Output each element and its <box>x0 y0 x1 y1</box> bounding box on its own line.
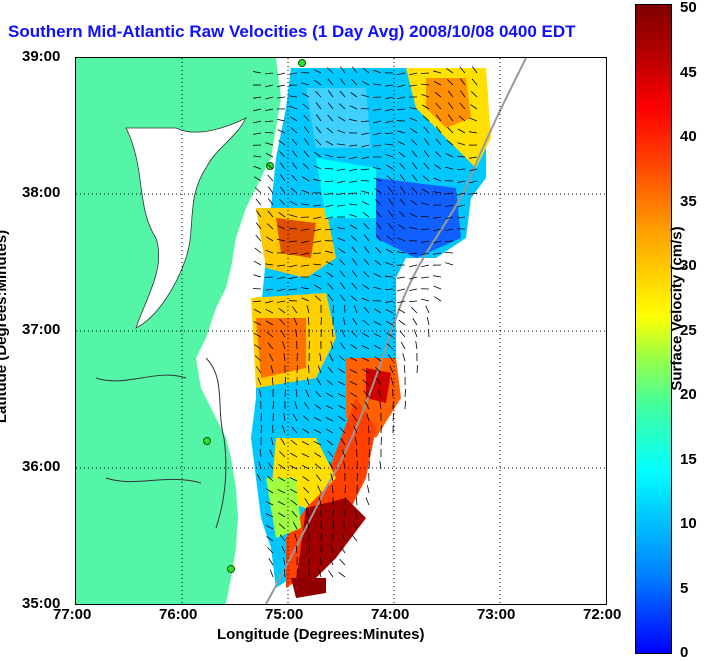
x-tick-label: 77:00 <box>53 606 91 623</box>
velocity-arrow <box>367 485 369 493</box>
velocity-arrow <box>426 306 429 313</box>
velocity-arrow <box>400 331 405 337</box>
velocity-arrow <box>409 289 417 291</box>
velocity-arrow <box>409 301 417 302</box>
velocity-arrow <box>253 275 261 277</box>
velocity-arrow <box>254 261 261 265</box>
velocity-arrow <box>268 175 273 181</box>
velocity-arrow <box>356 497 357 505</box>
velocity-arrow <box>321 317 322 325</box>
colorbar <box>635 4 672 654</box>
velocity-arrow <box>340 559 345 565</box>
velocity-arrow <box>255 248 261 253</box>
velocity-arrow <box>445 252 453 253</box>
map-canvas <box>76 58 606 604</box>
velocity-arrow <box>401 342 405 349</box>
velocity-arrow <box>433 276 441 277</box>
velocity-arrow <box>352 535 357 541</box>
map-plot-area <box>75 57 607 605</box>
velocity-arrow <box>366 498 369 505</box>
velocity-arrow <box>321 329 322 337</box>
colorbar-tick: 40 <box>680 128 697 145</box>
velocity-arrow <box>405 389 406 397</box>
colorbar-tick: 5 <box>680 580 688 597</box>
velocity-arrow <box>339 572 345 577</box>
colorbar-tick: 15 <box>680 451 697 468</box>
x-tick-label: 75:00 <box>265 606 303 623</box>
velocity-arrow <box>381 425 382 433</box>
velocity-arrow <box>434 297 441 301</box>
velocity-arrow <box>277 73 285 75</box>
colorbar-tick: 35 <box>680 193 697 210</box>
colorbar-tick: 45 <box>680 64 697 81</box>
velocity-arrow <box>409 265 417 267</box>
station-marker <box>299 60 306 67</box>
velocity-arrow <box>270 569 273 577</box>
velocity-arrow <box>253 288 261 289</box>
velocity-arrow <box>416 341 417 349</box>
y-tick-label: 37:00 <box>22 321 60 338</box>
x-tick-label: 73:00 <box>477 606 515 623</box>
velocity-arrow <box>399 320 405 325</box>
velocity-arrow <box>397 277 405 278</box>
velocity-arrow <box>255 188 261 193</box>
station-marker <box>204 438 211 445</box>
x-tick-label: 72:00 <box>583 606 621 623</box>
velocity-arrow <box>256 235 261 241</box>
velocity-arrow <box>309 557 310 565</box>
velocity-arrow <box>404 365 405 373</box>
y-axis-label: Latitude (Degrees:Minutes) <box>0 230 10 423</box>
velocity-arrow <box>268 187 273 193</box>
x-axis-label: Longitude (Degrees:Minutes) <box>217 626 425 643</box>
x-tick-label: 74:00 <box>371 606 409 623</box>
velocity-arrow <box>421 277 429 278</box>
velocity-arrow <box>381 437 382 445</box>
y-tick-label: 36:00 <box>22 458 60 475</box>
colorbar-tick: 0 <box>680 644 688 661</box>
velocity-arrow <box>345 485 346 493</box>
velocity-arrow <box>434 286 441 289</box>
velocity-arrow <box>411 307 417 313</box>
velocity-arrow <box>393 413 394 421</box>
velocity-arrow <box>269 558 273 565</box>
velocity-arrow <box>413 318 417 325</box>
colorbar-tick: 50 <box>680 0 697 16</box>
velocity-arrow <box>285 377 286 385</box>
colorbar-tick: 10 <box>680 515 697 532</box>
velocity-arrow <box>309 545 310 553</box>
colorbar-label: Surface Velocity (cm/s) <box>669 226 686 390</box>
map-title: Southern Mid-Atlantic Raw Velocities (1 … <box>8 22 576 42</box>
velocity-arrow <box>328 570 333 577</box>
velocity-arrow <box>421 265 429 267</box>
velocity-arrow <box>403 353 405 361</box>
velocity-arrow <box>397 289 405 291</box>
velocity-arrow <box>256 199 261 205</box>
velocity-arrow <box>421 299 429 301</box>
velocity-arrow <box>445 263 453 265</box>
y-tick-label: 38:00 <box>22 184 60 201</box>
velocity-field <box>251 68 491 598</box>
velocity-arrow <box>427 317 429 325</box>
y-tick-label: 39:00 <box>22 48 60 65</box>
velocity-arrow <box>345 497 346 505</box>
x-tick-label: 76:00 <box>159 606 197 623</box>
velocity-arrow <box>417 365 418 373</box>
velocity-arrow <box>285 389 286 397</box>
station-marker <box>228 566 235 573</box>
